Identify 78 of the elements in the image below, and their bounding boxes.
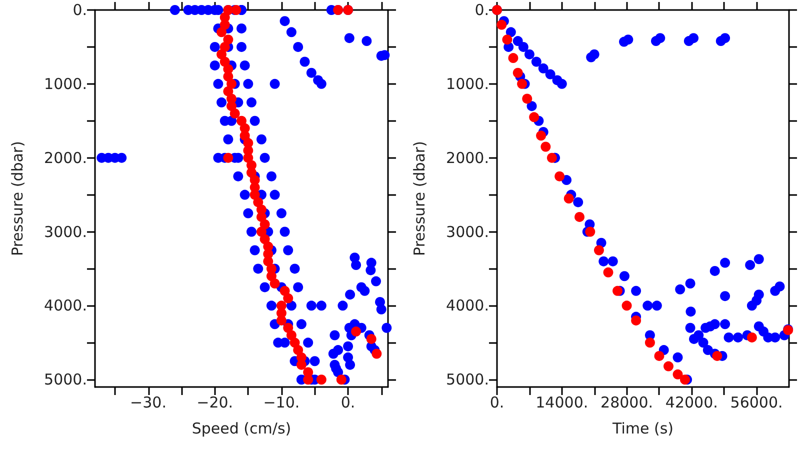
point — [253, 197, 264, 208]
point — [712, 350, 722, 361]
point — [746, 332, 757, 342]
point — [564, 194, 574, 204]
point — [296, 360, 306, 370]
point — [293, 345, 304, 356]
point — [263, 256, 274, 266]
point — [216, 49, 227, 60]
y-tick-label: 1000. — [44, 74, 87, 93]
y-tick-label: 3000. — [44, 222, 87, 241]
point — [644, 338, 655, 348]
point — [540, 142, 551, 152]
point — [631, 315, 642, 326]
y-tick-label: 2000. — [446, 148, 489, 167]
point — [266, 271, 276, 282]
x-tick-label: −30. — [130, 394, 166, 412]
point — [517, 78, 528, 89]
x-tick-label: 42000. — [665, 394, 718, 412]
y-tick-label: 4000. — [44, 296, 87, 315]
point — [283, 322, 294, 333]
point — [594, 245, 604, 256]
point — [276, 315, 286, 326]
point — [622, 300, 632, 311]
point — [372, 348, 382, 359]
y-tick-label: 5000. — [44, 370, 87, 389]
point — [664, 361, 674, 372]
point — [226, 78, 237, 89]
x-tick-label: 28000. — [600, 394, 654, 412]
point — [536, 130, 546, 141]
y-tick-label: 4000. — [446, 296, 489, 315]
y-tick-label: 1000. — [446, 74, 489, 93]
x-tick-label: −20. — [196, 394, 234, 412]
x-tick-label: 0. — [490, 394, 504, 412]
point — [529, 112, 540, 122]
point — [546, 152, 557, 163]
y-tick-label: 2000. — [44, 148, 87, 167]
x-axis-title: Speed (cm/s) — [192, 420, 292, 438]
point — [508, 53, 518, 64]
point — [283, 293, 294, 304]
point — [316, 374, 326, 385]
x-tick-label: 14000. — [536, 394, 588, 412]
point — [366, 334, 376, 344]
x-axis-title: Time (s) — [612, 420, 674, 438]
y-axis-title: Pressure (dbar) — [8, 141, 26, 256]
point — [216, 27, 227, 38]
x-tick-label: 56000. — [730, 394, 783, 412]
point — [672, 369, 683, 380]
point — [223, 72, 234, 82]
point — [243, 152, 254, 163]
point — [226, 101, 237, 112]
y-tick-label: 3000. — [446, 222, 489, 241]
point — [585, 226, 596, 237]
point — [223, 152, 234, 163]
point — [223, 34, 234, 45]
point — [246, 168, 256, 178]
point — [522, 94, 532, 104]
point — [512, 68, 523, 78]
y-tick-label: 0. — [72, 1, 87, 19]
x-tick-label: 0. — [340, 394, 356, 412]
point — [236, 116, 246, 126]
y-axis-title: Pressure (dbar) — [410, 141, 428, 256]
x-tick-label: −10. — [263, 394, 300, 412]
point — [574, 212, 584, 222]
point — [303, 374, 314, 385]
point — [256, 212, 266, 222]
point — [502, 34, 512, 45]
point — [336, 374, 346, 385]
point — [496, 20, 507, 30]
point — [654, 350, 664, 361]
point — [603, 267, 614, 278]
y-tick-label: 0. — [474, 1, 489, 19]
point — [351, 326, 362, 337]
point — [230, 108, 240, 118]
point — [270, 278, 280, 289]
point — [220, 42, 230, 52]
point — [680, 374, 690, 385]
point — [554, 171, 565, 182]
y-tick-label: 5000. — [446, 370, 489, 389]
